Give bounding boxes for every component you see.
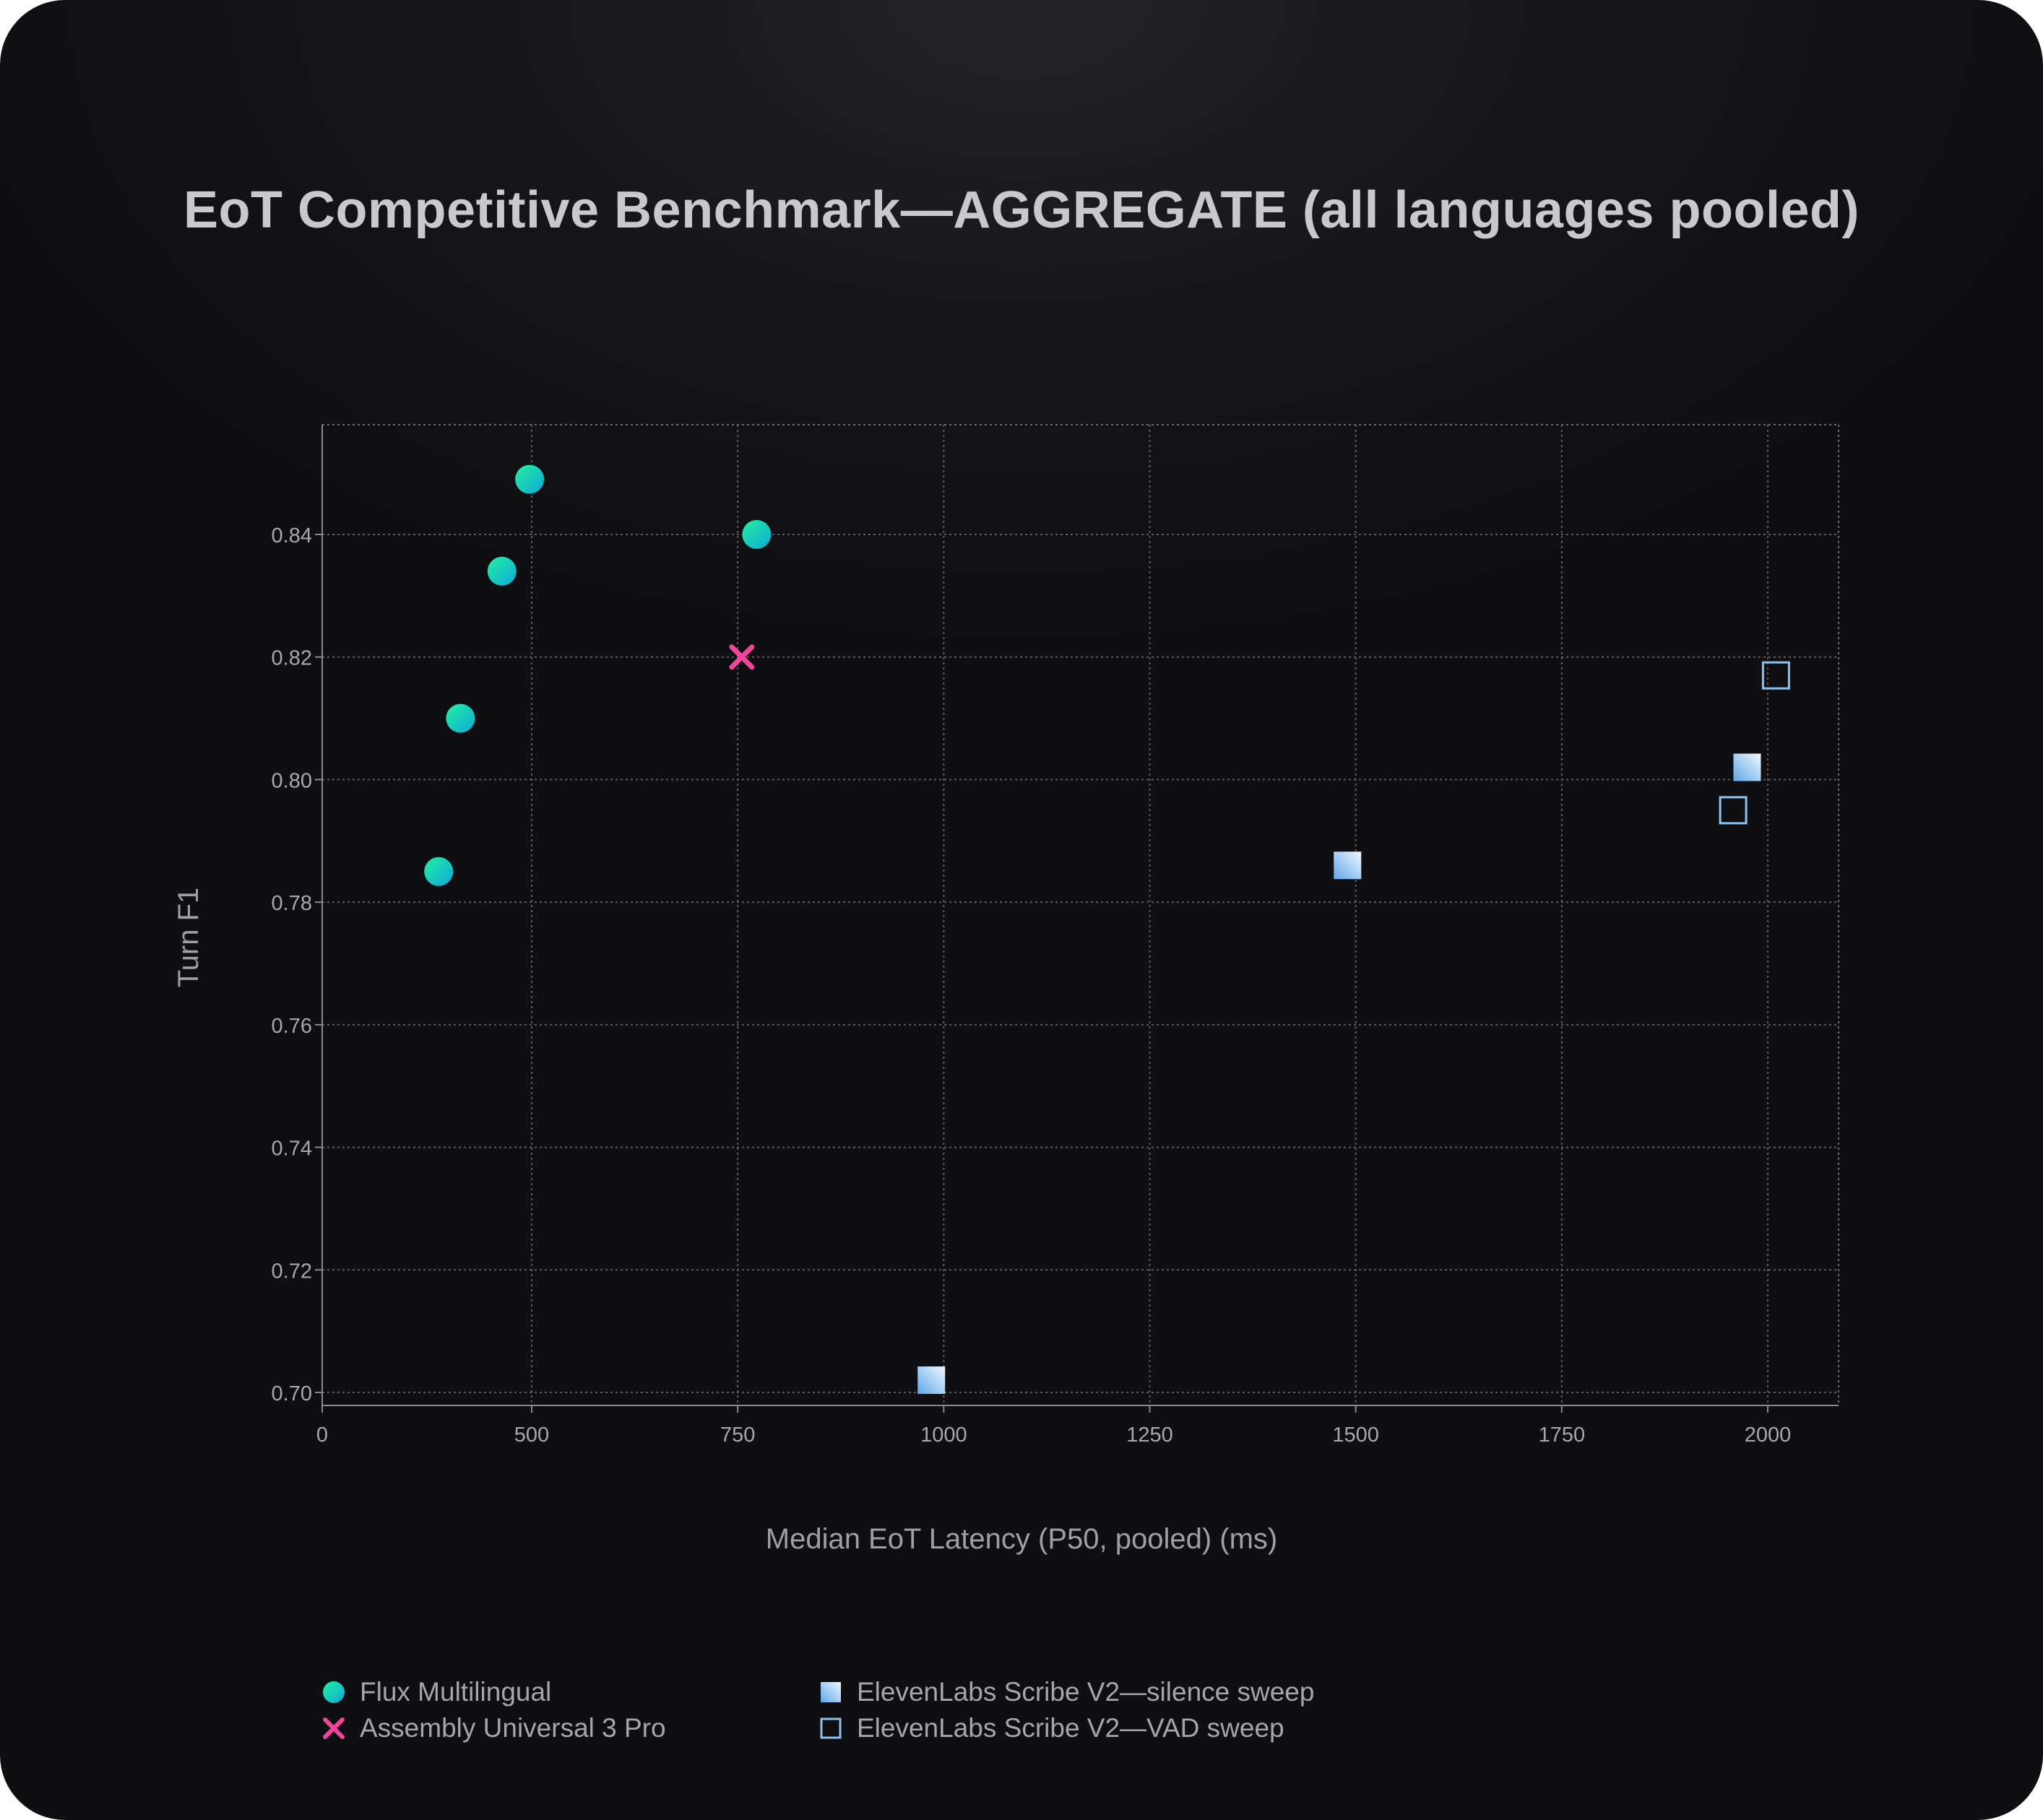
- y-tick-label: 0.78: [272, 892, 312, 915]
- data-points: [424, 464, 1790, 1395]
- legend-filled-square-marker: [821, 1682, 841, 1702]
- elevenlabs-vad-point: [1761, 661, 1790, 690]
- flux-point: [487, 556, 517, 586]
- legend-label: Assembly Universal 3 Pro: [360, 1713, 666, 1743]
- x-tick-label: 750: [720, 1424, 755, 1447]
- y-axis-label: Turn F1: [173, 888, 204, 988]
- flux-point: [446, 703, 475, 733]
- legend-label: Flux Multilingual: [360, 1677, 552, 1707]
- x-tick-label: 1500: [1332, 1424, 1379, 1447]
- legend-open-square-marker: [820, 1717, 842, 1739]
- flux-point: [742, 520, 772, 549]
- y-tick-label: 0.80: [272, 769, 312, 792]
- x-tick-label: 2000: [1745, 1424, 1792, 1447]
- tick-labels: 0 500 750 1000 1250 1500 1750 2000 0.70 0.72 0.74 0…: [272, 524, 1792, 1447]
- axes: [315, 425, 1839, 1413]
- y-tick-label: 0.70: [272, 1382, 312, 1405]
- x-tick-label: 1250: [1126, 1424, 1173, 1447]
- x-tick-label: 1750: [1539, 1424, 1586, 1447]
- elevenlabs-silence-point: [917, 1366, 946, 1395]
- legend-x-marker: [323, 1717, 345, 1739]
- x-tick-label: 500: [514, 1424, 549, 1447]
- legend-label: ElevenLabs Scribe V2—VAD sweep: [857, 1713, 1284, 1743]
- elevenlabs-vad-point: [1719, 796, 1748, 825]
- y-tick-label: 0.84: [272, 524, 312, 547]
- x-tick-label: 1000: [920, 1424, 967, 1447]
- y-tick-label: 0.74: [272, 1138, 312, 1161]
- y-tick-label: 0.82: [272, 647, 312, 670]
- flux-point: [424, 857, 454, 886]
- x-axis-label: Median EoT Latency (P50, pooled) (ms): [766, 1523, 1278, 1555]
- elevenlabs-silence-point: [1733, 753, 1761, 781]
- grid: [322, 424, 1839, 1405]
- legend-label: ElevenLabs Scribe V2—silence sweep: [857, 1677, 1315, 1707]
- legend-circle-marker: [323, 1681, 345, 1703]
- x-tick-label: 0: [316, 1424, 328, 1447]
- chart-title: EoT Competitive Benchmark—AGGREGATE (all…: [183, 181, 1860, 239]
- y-tick-label: 0.72: [272, 1260, 312, 1283]
- y-tick-label: 0.76: [272, 1015, 312, 1038]
- assembly-point: [729, 644, 755, 670]
- flux-point: [515, 464, 545, 494]
- elevenlabs-silence-point: [1334, 852, 1362, 880]
